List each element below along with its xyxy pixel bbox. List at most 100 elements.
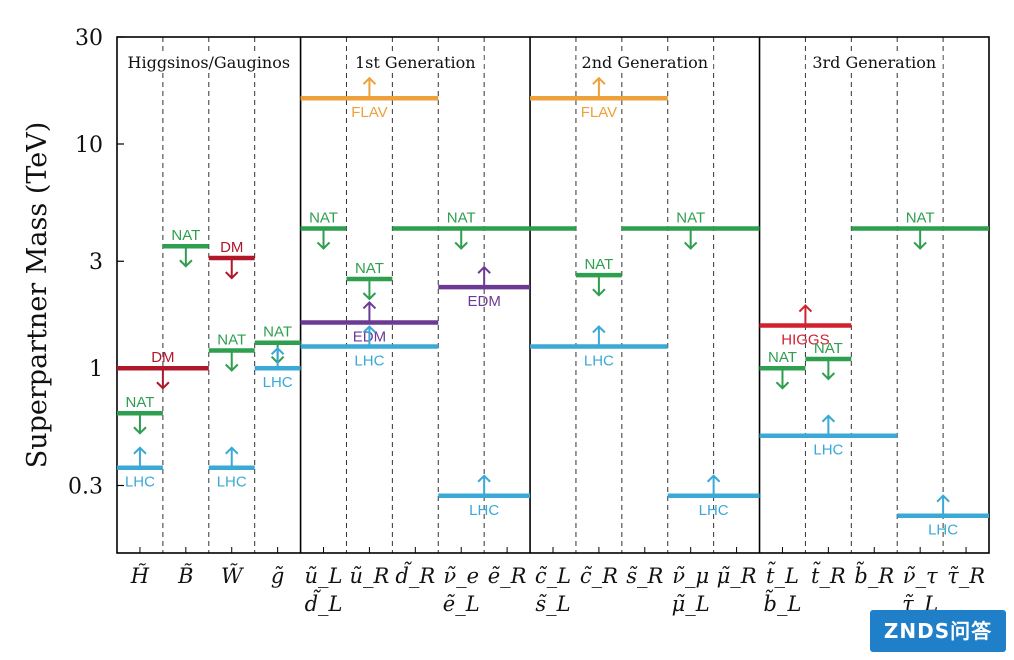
constraint-flav: FLAV xyxy=(530,78,668,121)
constraint-label: NAT xyxy=(584,256,613,273)
arrow-down-icon xyxy=(822,361,834,379)
constraint-label: NAT xyxy=(217,331,246,348)
constraint-nat: NAT xyxy=(301,209,347,248)
y-axis-label: Superpartner Mass (TeV) xyxy=(22,122,53,469)
constraint-nat: NAT xyxy=(392,209,530,248)
constraint-label: LHC xyxy=(928,522,958,539)
arrow-up-icon xyxy=(708,476,720,494)
constraint-lhc: LHC xyxy=(255,348,301,391)
y-tick-label: 10 xyxy=(75,133,103,158)
x-tick-label: d̃_R xyxy=(395,561,435,588)
x-tick-label: W̃ xyxy=(221,564,245,588)
constraint-label: LHC xyxy=(699,502,729,519)
group-title: 2nd Generation xyxy=(582,53,709,72)
susy-mass-chart: Higgsinos/Gauginos 1st Generation 2nd Gene… xyxy=(0,0,1014,660)
constraint-label: LHC xyxy=(354,353,384,370)
constraint-label: LHC xyxy=(584,353,614,370)
constraint-lhc: LHC xyxy=(438,476,530,519)
arrow-down-icon xyxy=(914,230,926,248)
constraint-lhc: LHC xyxy=(530,327,668,370)
arrow-down-icon xyxy=(157,370,169,388)
x-tick-label: c̃_L xyxy=(535,564,571,588)
group-title: 3rd Generation xyxy=(812,53,936,72)
constraint-label: NAT xyxy=(768,349,797,366)
x-tick-label: τ̃_R xyxy=(947,564,985,588)
constraint-lhc: LHC xyxy=(117,448,163,491)
constraint-nat: NAT xyxy=(760,349,806,388)
constraint-nat: NAT xyxy=(622,209,760,248)
constraint-label: NAT xyxy=(814,340,843,357)
constraint-nat: NAT xyxy=(346,260,392,299)
x-tick-label: ũ_R xyxy=(349,564,389,588)
constraint-nat: NAT xyxy=(576,256,622,295)
x-tick-label: b̃_L xyxy=(764,589,802,616)
x-tick-label: b̃_R xyxy=(854,561,894,588)
constraint-dm: DM xyxy=(117,349,209,388)
y-tick-label: 1 xyxy=(89,357,103,382)
x-tick-label: B̃ xyxy=(177,564,193,588)
x-tick-label: c̃_R xyxy=(580,564,618,588)
x-tick-label: d̃_L xyxy=(305,589,343,616)
x-tick-label: s̃_R xyxy=(626,564,663,588)
constraint-edm: EDM xyxy=(438,267,530,310)
arrow-up-icon xyxy=(363,302,375,320)
x-tick-label: ν̃_μ xyxy=(672,564,709,588)
arrow-up-icon xyxy=(478,267,490,285)
constraint-nat: NAT xyxy=(851,209,989,248)
constraint-nat: NAT xyxy=(163,227,209,266)
x-tick-label: g̃ xyxy=(271,564,284,588)
x-tick-label: μ̃_L xyxy=(672,592,710,616)
constraint-label: NAT xyxy=(906,209,935,226)
arrow-down-icon xyxy=(226,352,238,370)
x-tick-label: ν̃_τ xyxy=(903,564,938,588)
constraint-nat: NAT xyxy=(209,331,255,370)
arrow-up-icon xyxy=(363,78,375,96)
x-tick-label: t̃_L xyxy=(766,561,799,588)
watermark-badge: ZNDS问答 xyxy=(870,610,1006,652)
arrow-down-icon xyxy=(318,230,330,248)
arrow-up-icon xyxy=(593,327,605,345)
constraint-label: LHC xyxy=(217,474,247,491)
constraint-label: NAT xyxy=(263,324,292,341)
constraint-lhc: LHC xyxy=(301,327,439,370)
arrow-down-icon xyxy=(180,248,192,266)
arrow-up-icon xyxy=(478,476,490,494)
arrow-down-icon xyxy=(134,415,146,433)
arrow-up-icon xyxy=(226,448,238,466)
constraint-lhc: LHC xyxy=(209,448,255,491)
arrow-down-icon xyxy=(363,281,375,299)
constraint-label: LHC xyxy=(125,474,155,491)
arrow-up-icon xyxy=(937,496,949,514)
arrow-up-icon xyxy=(822,416,834,434)
constraint-lhc: LHC xyxy=(760,416,898,459)
group-title: 1st Generation xyxy=(355,53,476,72)
constraint-label: NAT xyxy=(355,260,384,277)
x-tick-label: ν̃_e xyxy=(443,564,479,588)
constraint-lhc: LHC xyxy=(897,496,989,539)
x-tick-label: s̃_L xyxy=(535,592,570,616)
arrow-down-icon xyxy=(226,260,238,278)
constraint-nat: NAT xyxy=(117,394,163,433)
constraint-label: NAT xyxy=(171,227,200,244)
arrow-down-icon xyxy=(593,277,605,295)
constraint-label: FLAV xyxy=(351,104,387,121)
x-tick-label: H̃ xyxy=(130,564,150,588)
arrow-down-icon xyxy=(685,230,697,248)
arrow-up-icon xyxy=(593,78,605,96)
constraint-label: DM xyxy=(151,349,174,366)
constraint-label: NAT xyxy=(126,394,155,411)
constraint-label: NAT xyxy=(447,209,476,226)
constraint-lhc: LHC xyxy=(668,476,760,519)
arrow-up-icon xyxy=(134,448,146,466)
plot-frame xyxy=(117,37,989,553)
constraint-label: LHC xyxy=(813,442,843,459)
x-tick-label: ẽ_R xyxy=(488,564,527,588)
constraint-label: LHC xyxy=(263,374,293,391)
y-tick-label: 3 xyxy=(89,250,103,275)
x-tick-label: μ̃_R xyxy=(717,564,757,588)
x-tick-label: ẽ_L xyxy=(443,592,480,616)
constraint-flav: FLAV xyxy=(301,78,439,121)
constraint-label: EDM xyxy=(467,293,500,310)
group-title: Higgsinos/Gauginos xyxy=(128,53,291,72)
arrow-up-icon xyxy=(799,306,811,324)
